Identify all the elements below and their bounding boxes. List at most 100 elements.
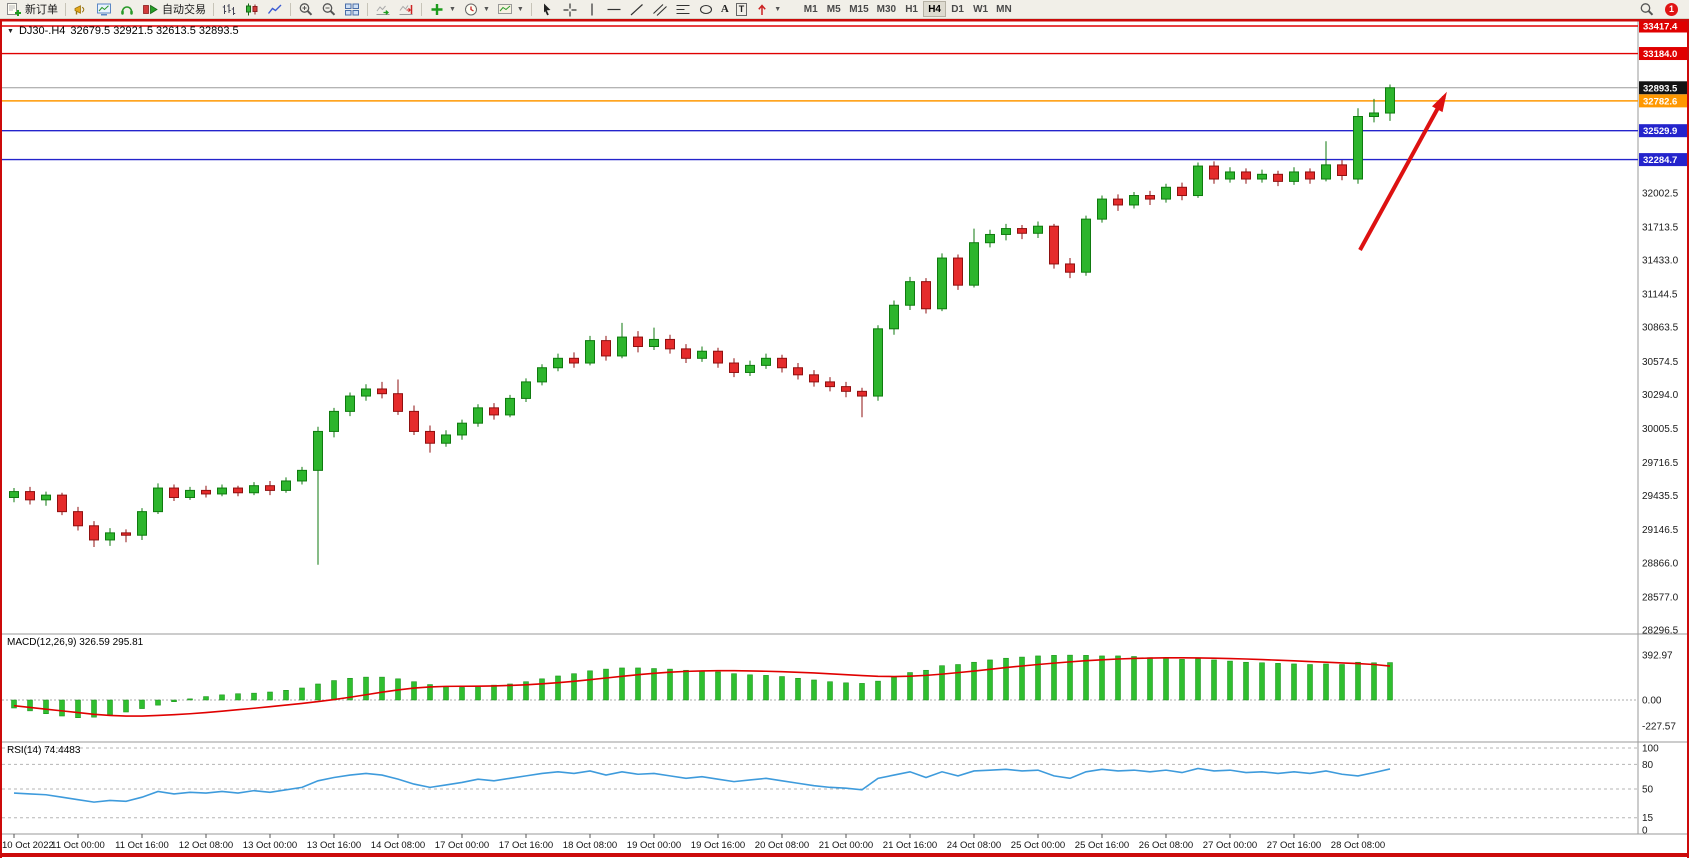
templates-button[interactable]: ▼ <box>494 1 527 18</box>
search-icon <box>1640 2 1654 16</box>
timeframe-m1-button[interactable]: M1 <box>799 1 822 17</box>
support-button[interactable] <box>116 1 138 18</box>
line-chart-mode-button[interactable] <box>264 1 286 18</box>
svg-text:17 Oct 16:00: 17 Oct 16:00 <box>499 840 553 851</box>
text-tool-icon: A <box>720 3 729 15</box>
timeframe-m30-button[interactable]: M30 <box>873 1 900 17</box>
notification-badge[interactable]: 1 <box>1665 2 1678 16</box>
candle-chart-mode-button[interactable] <box>241 1 263 18</box>
vertical-line-icon <box>591 3 593 15</box>
indicators-button[interactable]: ▼ <box>426 1 459 18</box>
svg-text:28866.0: 28866.0 <box>1642 558 1679 569</box>
dropdown-caret-icon: ▼ <box>482 5 490 13</box>
timeframe-h1-button[interactable]: H1 <box>900 1 923 17</box>
market-watch-button[interactable] <box>70 1 92 18</box>
svg-text:20 Oct 08:00: 20 Oct 08:00 <box>755 840 809 851</box>
auto-scroll-button[interactable] <box>372 1 394 18</box>
panel-separators <box>0 21 1687 835</box>
timeframe-h4-button[interactable]: H4 <box>923 1 947 17</box>
svg-text:27 Oct 16:00: 27 Oct 16:00 <box>1267 840 1321 851</box>
vertical-line-tool-button[interactable] <box>582 1 602 18</box>
trendline-icon <box>630 3 643 15</box>
new-order-label: 新订单 <box>25 4 58 16</box>
timeframe-mn-button[interactable]: MN <box>992 1 1016 17</box>
timeframe-w1-button[interactable]: W1 <box>969 1 992 17</box>
svg-text:25 Oct 00:00: 25 Oct 00:00 <box>1011 840 1065 851</box>
chart-shift-icon <box>399 4 413 15</box>
arrow-tool-icon <box>758 3 767 15</box>
svg-text:29435.5: 29435.5 <box>1642 491 1679 502</box>
timeframe-m5-button[interactable]: M5 <box>822 1 845 17</box>
svg-text:17 Oct 00:00: 17 Oct 00:00 <box>435 840 489 851</box>
text-tool-button[interactable]: A <box>718 1 732 18</box>
new-order-icon <box>7 2 21 16</box>
svg-text:31433.0: 31433.0 <box>1642 256 1679 267</box>
svg-text:11 Oct 00:00: 11 Oct 00:00 <box>51 840 105 851</box>
price-scale-labels: 32002.5 31713.5 31433.0 31144.5 30863.5 30574… <box>1642 188 1679 636</box>
svg-text:29716.5: 29716.5 <box>1642 458 1679 469</box>
rsi-panel: 100 80 50 15 0 <box>2 744 1659 837</box>
svg-text:11 Oct 16:00: 11 Oct 16:00 <box>115 840 169 851</box>
chart-shift-button[interactable] <box>395 1 417 18</box>
toolbar-separator <box>65 2 66 16</box>
line-chart-icon <box>267 4 282 14</box>
headset-icon <box>121 5 133 15</box>
cursor-icon <box>543 3 551 15</box>
svg-text:32529.9: 32529.9 <box>1643 126 1677 137</box>
svg-text:0.00: 0.00 <box>1642 696 1662 707</box>
svg-text:26 Oct 08:00: 26 Oct 08:00 <box>1139 840 1193 851</box>
auto-scroll-icon <box>376 5 390 15</box>
svg-text:24 Oct 08:00: 24 Oct 08:00 <box>947 840 1001 851</box>
auto-trading-button[interactable]: 自动交易 <box>139 1 209 18</box>
shapes-tool-button[interactable] <box>695 1 717 18</box>
new-order-button[interactable]: 新订单 <box>3 1 61 18</box>
svg-text:10 Oct 2022: 10 Oct 2022 <box>2 840 54 851</box>
toolbar-separator <box>421 2 422 16</box>
horizontal-line-tool-button[interactable] <box>603 1 625 18</box>
tile-windows-button[interactable] <box>341 1 363 18</box>
svg-text:30863.5: 30863.5 <box>1642 323 1679 334</box>
svg-text:19 Oct 00:00: 19 Oct 00:00 <box>627 840 681 851</box>
svg-text:32284.7: 32284.7 <box>1643 155 1677 166</box>
zoom-in-icon <box>299 2 313 16</box>
zoom-in-button[interactable] <box>295 1 317 18</box>
period-button[interactable]: ▼ <box>460 1 493 18</box>
bar-chart-mode-button[interactable] <box>218 1 240 18</box>
cursor-tool-button[interactable] <box>536 1 558 18</box>
svg-text:25 Oct 16:00: 25 Oct 16:00 <box>1075 840 1129 851</box>
trendline-tool-button[interactable] <box>626 1 648 18</box>
arrows-tool-button[interactable]: ▼ <box>751 1 784 18</box>
chart-ohlc-header: ▼ DJ30-.H4 32679.5 32921.5 32613.5 32893… <box>7 25 239 37</box>
crosshair-icon <box>563 3 577 16</box>
svg-text:29146.5: 29146.5 <box>1642 525 1679 536</box>
svg-text:28577.0: 28577.0 <box>1642 592 1679 603</box>
label-tool-icon: T <box>735 2 748 16</box>
clock-icon <box>464 3 477 15</box>
macd-panel: 392.97 0.00 -227.57 <box>2 651 1676 733</box>
trend-arrow-annotation[interactable] <box>1358 91 1447 251</box>
svg-text:33184.0: 33184.0 <box>1643 49 1677 60</box>
ohlc-values-label: 32679.5 32921.5 32613.5 32893.5 <box>70 25 239 37</box>
symbol-period-label: DJ30-.H4 <box>18 25 66 37</box>
symbol-dropdown-icon: ▼ <box>7 27 14 35</box>
timeframe-d1-button[interactable]: D1 <box>946 1 969 17</box>
svg-text:32782.6: 32782.6 <box>1643 96 1677 107</box>
zoom-out-button[interactable] <box>318 1 340 18</box>
timeframe-m15-button[interactable]: M15 <box>845 1 872 17</box>
channel-tool-button[interactable] <box>649 1 671 18</box>
search-button[interactable] <box>1636 1 1658 18</box>
macd-indicator-label: MACD(12,26,9) 326.59 295.81 <box>7 637 144 648</box>
label-tool-button[interactable]: T <box>733 1 751 18</box>
svg-text:28 Oct 08:00: 28 Oct 08:00 <box>1331 840 1385 851</box>
price-lines[interactable]: 33417.4 33184.0 32782.6 32529.9 32284.7 <box>2 19 1687 167</box>
tile-windows-icon <box>345 3 359 15</box>
svg-text:32893.5: 32893.5 <box>1643 83 1678 94</box>
crosshair-tool-button[interactable] <box>559 1 581 18</box>
toolbar-separator <box>530 2 532 16</box>
chart-window-button[interactable] <box>93 1 115 18</box>
toolbar-separator <box>290 2 291 16</box>
fibonacci-tool-button[interactable] <box>672 1 694 18</box>
svg-text:28296.5: 28296.5 <box>1642 626 1679 637</box>
